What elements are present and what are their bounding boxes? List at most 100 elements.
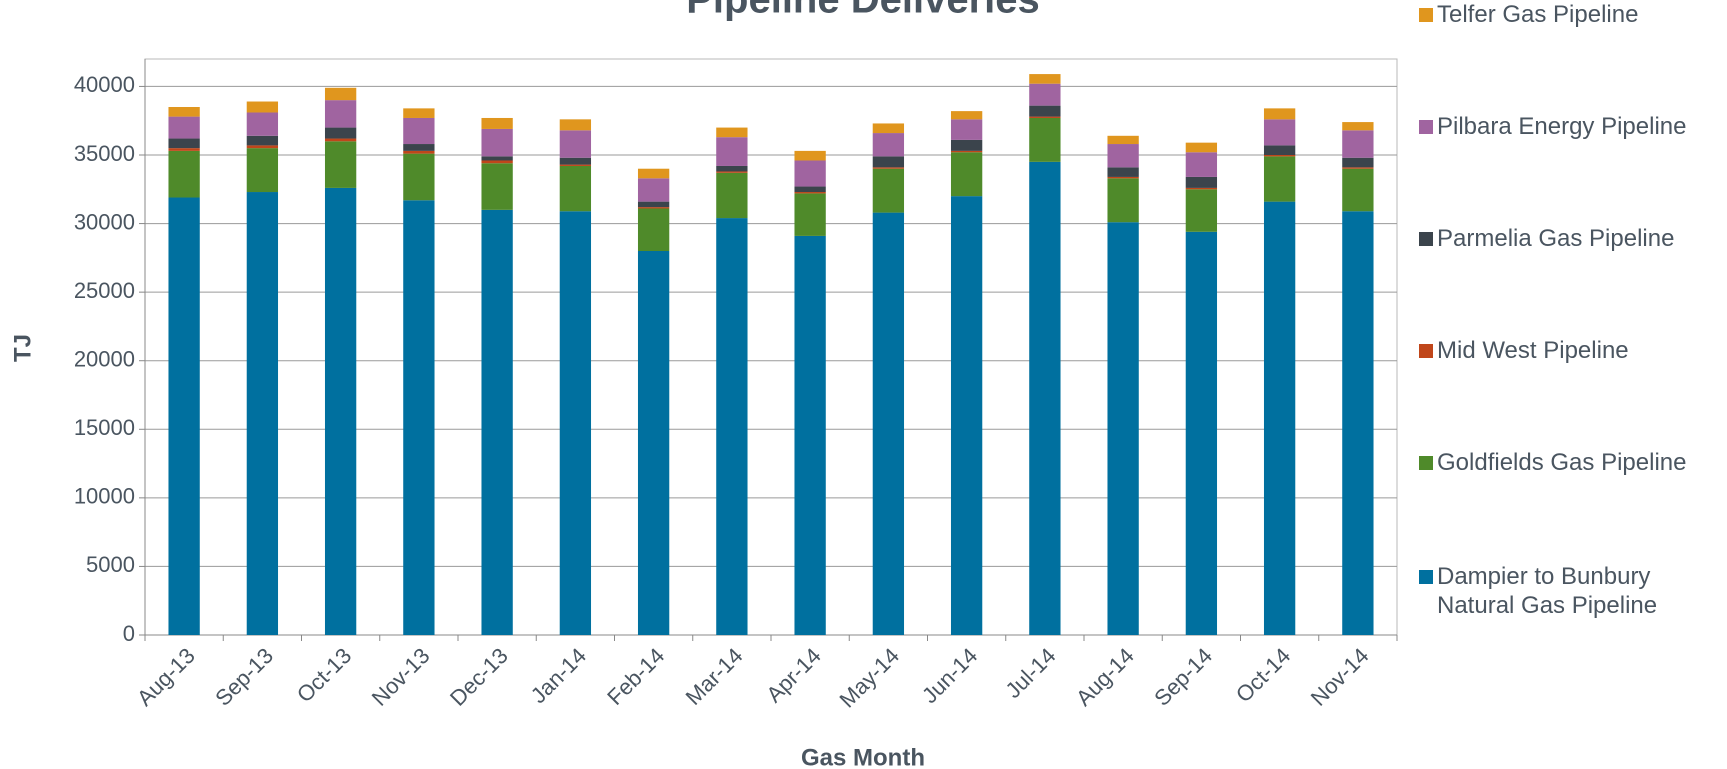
- bar-segment: [481, 160, 513, 164]
- x-tick-label: Mar-14: [681, 643, 748, 710]
- bar-segment: [872, 167, 905, 169]
- bar-segment: [950, 111, 983, 120]
- bar-segment: [1107, 144, 1139, 168]
- bar-segment: [1107, 222, 1139, 635]
- bar-segment: [1185, 152, 1218, 177]
- bar-segment: [1342, 122, 1374, 131]
- bar-segment: [794, 235, 826, 635]
- bar-segment: [637, 168, 670, 179]
- bar-segment: [324, 187, 357, 635]
- bar-segment: [168, 107, 200, 117]
- y-tick-label: 5000: [86, 552, 135, 577]
- bar-segment: [1107, 176, 1139, 179]
- legend-swatch: [1419, 456, 1433, 470]
- bar-segment: [950, 152, 983, 197]
- bar-segment: [872, 123, 905, 134]
- bar-segment: [403, 200, 435, 635]
- bar-segment: [1342, 130, 1374, 158]
- bar-segment: [481, 209, 513, 635]
- x-tick-label: May-14: [834, 643, 904, 713]
- bar-segment: [481, 156, 513, 161]
- bar-segment: [1029, 117, 1061, 162]
- legend-label: Pilbara Energy Pipeline: [1437, 113, 1687, 140]
- bar-segment: [716, 165, 748, 172]
- bar-segment: [246, 112, 279, 136]
- bar-segment: [1263, 145, 1296, 155]
- x-tick-label: Sep-13: [210, 643, 278, 711]
- bar-segment: [1342, 168, 1374, 212]
- bar-segment: [324, 138, 357, 142]
- bar-segment: [794, 192, 826, 194]
- y-tick-label: 20000: [74, 347, 135, 372]
- x-tick-label: Nov-14: [1306, 643, 1374, 711]
- y-tick-label: 25000: [74, 278, 135, 303]
- bar-segment: [950, 139, 983, 151]
- bar-segment: [1029, 105, 1061, 117]
- x-tick-label: Aug-14: [1071, 643, 1139, 711]
- legend-swatch: [1419, 232, 1433, 246]
- legend-swatch: [1419, 8, 1433, 22]
- x-tick-label: Oct-13: [292, 643, 356, 707]
- x-tick-label: Sep-14: [1149, 643, 1217, 711]
- legend-label: Mid West Pipeline: [1437, 337, 1629, 364]
- x-tick-label: Jan-14: [526, 643, 591, 708]
- legend-label: Telfer Gas Pipeline: [1437, 1, 1639, 28]
- bar-segment: [716, 171, 748, 173]
- bar-segment: [1263, 156, 1296, 202]
- y-tick-label: 35000: [74, 141, 135, 166]
- legend-label-box: Telfer Gas Pipeline: [1437, 1, 1639, 28]
- legend-label-box: Dampier to Bunbury Natural Gas Pipeline: [1437, 563, 1658, 619]
- legend-swatch: [1419, 570, 1433, 584]
- y-tick-label: 30000: [74, 209, 135, 234]
- legend-label-box: Parmelia Gas Pipeline: [1437, 225, 1674, 252]
- bar-segment: [403, 108, 435, 118]
- bar-segment: [481, 117, 513, 129]
- legend-label-box: Goldfields Gas Pipeline: [1437, 449, 1686, 476]
- bar-segment: [559, 165, 592, 212]
- legend-label: Dampier to Bunbury Natural Gas Pipeline: [1437, 563, 1658, 619]
- x-tick-label: Nov-13: [367, 643, 435, 711]
- bar-segment: [1263, 201, 1296, 635]
- bar-segment: [1185, 142, 1218, 153]
- bar-segment: [1263, 119, 1296, 146]
- bar-segment: [559, 130, 592, 158]
- bar-segment: [168, 116, 200, 139]
- x-tick-label: Apr-14: [761, 643, 825, 707]
- bar-segment: [246, 148, 279, 193]
- bar-segment: [1342, 167, 1374, 169]
- x-tick-label: Aug-13: [132, 643, 200, 711]
- bar-segment: [1185, 189, 1218, 232]
- bar-segment: [1185, 187, 1218, 190]
- bar-segment: [950, 150, 983, 153]
- bar-segment: [324, 87, 357, 101]
- bar-segment: [872, 212, 905, 635]
- bar-segment: [168, 148, 200, 151]
- bar-segment: [1029, 161, 1061, 635]
- bar-segment: [794, 150, 826, 161]
- x-tick-label: Dec-13: [445, 643, 513, 711]
- bar-segment: [716, 218, 748, 636]
- bar-segment: [637, 178, 670, 202]
- bar-segment: [246, 101, 279, 113]
- bar-segment: [950, 119, 983, 140]
- bar-segment: [168, 138, 200, 149]
- legend-label-box: Pilbara Energy Pipeline: [1437, 113, 1687, 140]
- bar-segment: [872, 156, 905, 168]
- y-tick-label: 40000: [74, 72, 135, 97]
- bar-segment: [1029, 83, 1061, 106]
- bar-segment: [1342, 211, 1374, 635]
- bar-segment: [716, 172, 748, 219]
- bar-segment: [324, 141, 357, 188]
- bar-segment: [481, 128, 513, 157]
- bar-segment: [1185, 176, 1218, 188]
- bar-segment: [794, 186, 826, 193]
- bar-segment: [1263, 108, 1296, 120]
- bar-segment: [559, 164, 592, 166]
- bar-segment: [324, 127, 357, 139]
- y-tick-label: 10000: [74, 484, 135, 509]
- legend-label-box: Mid West Pipeline: [1437, 337, 1629, 364]
- bar-segment: [637, 251, 670, 635]
- legend-swatch: [1419, 120, 1433, 134]
- bar-segment: [1107, 167, 1139, 177]
